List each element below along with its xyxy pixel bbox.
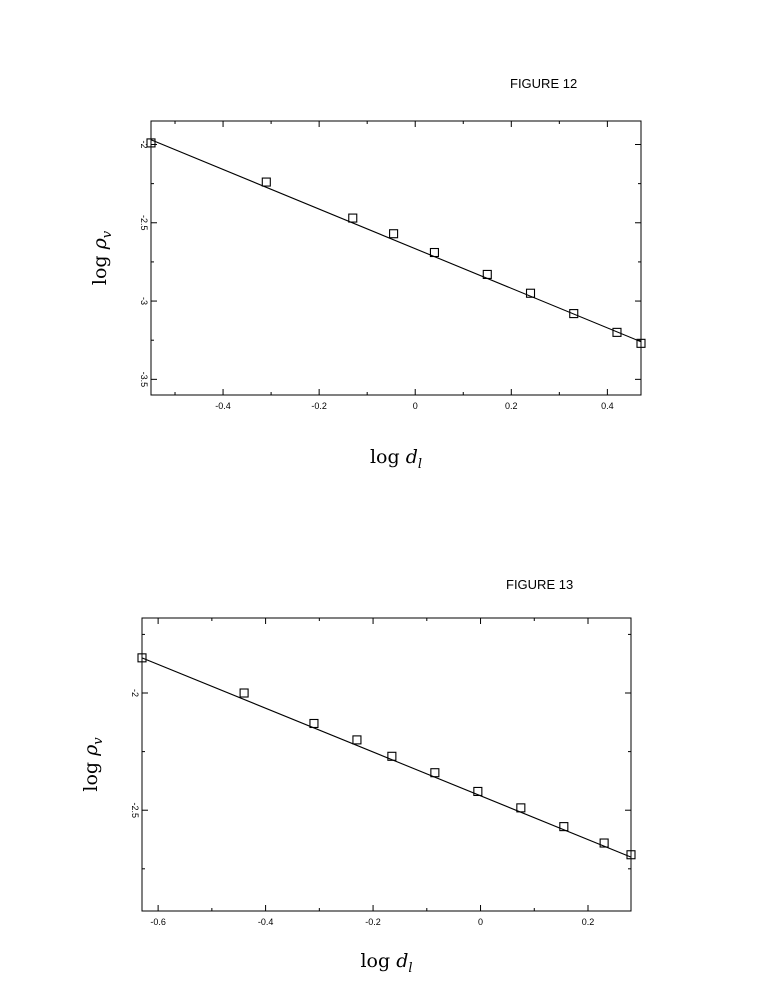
- data-point: [430, 768, 440, 778]
- x-tick-label: 0: [478, 917, 483, 927]
- data-point: [348, 213, 358, 223]
- y-tick-label: -2.5: [139, 215, 149, 231]
- data-point: [559, 822, 569, 832]
- y-axis-label: log ρv: [89, 230, 115, 285]
- data-point: [352, 735, 362, 745]
- x-tick-label: -0.4: [258, 917, 274, 927]
- y-tick-label: -2: [130, 689, 140, 697]
- data-point: [473, 786, 483, 797]
- data-point: [636, 338, 646, 348]
- data-point: [387, 751, 397, 761]
- figure-title: FIGURE 13: [506, 577, 573, 592]
- data-point: [137, 653, 147, 663]
- y-axis-label: log ρv: [80, 737, 106, 792]
- y-tick-label: -3.5: [139, 372, 149, 388]
- plot-frame: [141, 617, 632, 912]
- x-tick-label: -0.6: [150, 917, 166, 927]
- data-point: [516, 803, 526, 813]
- figure-title: FIGURE 12: [510, 76, 577, 91]
- data-point: [599, 838, 609, 848]
- data-point: [261, 177, 271, 187]
- figure-13-chart: FIGURE 13 -0.6 -0.4 -0.2 0 0.2 -2 -2.5 log dl log…: [80, 577, 636, 976]
- data-point: [389, 229, 399, 239]
- x-tick-label: -0.2: [311, 401, 327, 411]
- data-point: [146, 138, 156, 148]
- x-tick-label: -0.2: [365, 917, 381, 927]
- data-point: [309, 718, 319, 729]
- x-tick-label: 0.4: [601, 401, 614, 411]
- x-axis-label: log dl: [370, 446, 422, 472]
- x-tick-label: 0.2: [505, 401, 518, 411]
- fit-line: [150, 139, 642, 343]
- data-point: [482, 269, 492, 279]
- y-tick-label: -2.5: [130, 802, 140, 818]
- x-axis-label: log dl: [360, 950, 412, 976]
- x-tick-label: 0.2: [582, 917, 595, 927]
- data-point: [429, 247, 439, 258]
- x-tick-label: -0.4: [215, 401, 231, 411]
- data-point: [239, 688, 249, 698]
- data-point: [525, 288, 536, 298]
- y-tick-label: -3: [139, 297, 149, 305]
- plot-frame: [150, 120, 642, 396]
- y-tick-label: -2: [139, 140, 149, 148]
- x-tick-label: 0: [413, 401, 418, 411]
- fit-line: [141, 657, 632, 858]
- data-point: [569, 309, 579, 319]
- data-point: [612, 327, 622, 337]
- data-point: [626, 850, 636, 860]
- figure-12-chart: FIGURE 12 -0.4 -0.2 0 0.2 0.4 -2 -2.5 -3 -3.5 log …: [89, 76, 646, 472]
